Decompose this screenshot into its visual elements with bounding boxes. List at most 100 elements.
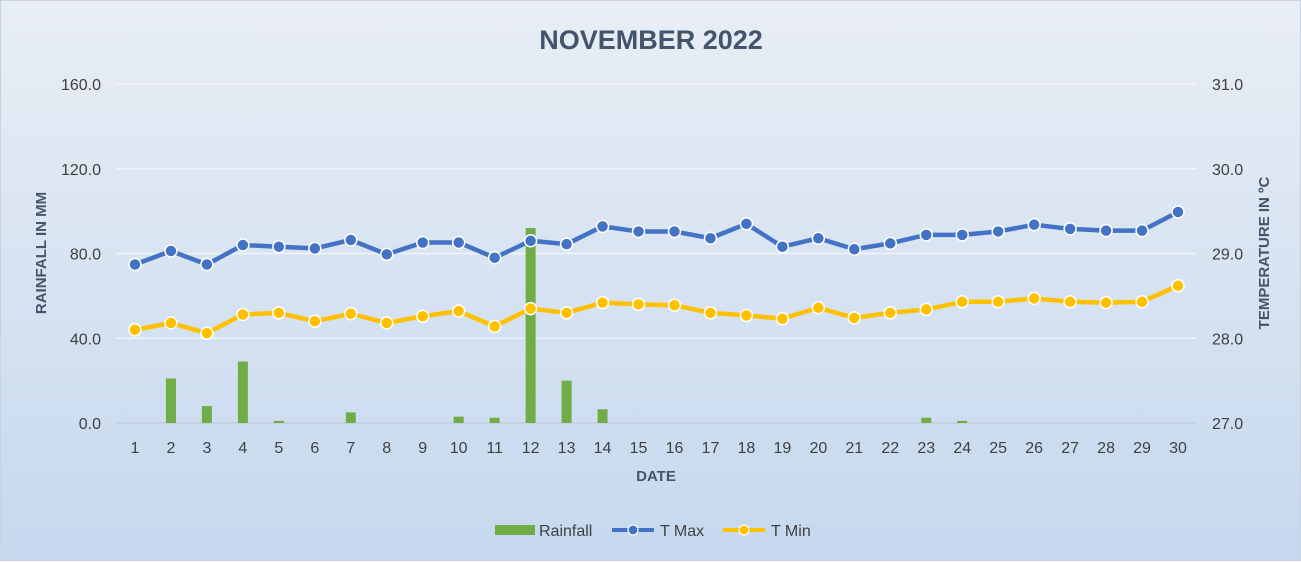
rainfall-bar: [237, 361, 248, 423]
series-point: [883, 306, 898, 320]
series-point: [1099, 295, 1113, 310]
series-point: [1027, 217, 1041, 232]
x-tick-label: 22: [881, 440, 899, 457]
x-tick-label: 18: [738, 440, 756, 457]
rainfall-bar: [273, 420, 284, 423]
series-point: [667, 224, 682, 239]
series-point: [380, 247, 394, 262]
series-point: [487, 250, 502, 265]
series-point: [631, 297, 646, 312]
series-line: [132, 283, 1181, 336]
series-point: [1171, 278, 1185, 293]
y2-tick-label: 27.0: [1212, 416, 1243, 433]
x-tick-label: 4: [238, 440, 247, 457]
series-point: [703, 231, 718, 245]
y2-tick-label: 29.0: [1212, 247, 1243, 264]
series-point: [847, 242, 862, 257]
x-tick-label: 28: [1097, 440, 1115, 457]
series-point: [991, 224, 1005, 239]
x-tick-label: 27: [1061, 440, 1079, 457]
series-point: [344, 306, 358, 321]
series-point: [1063, 222, 1077, 236]
series-point: [200, 326, 214, 340]
x-tick-label: 10: [450, 440, 468, 457]
rainfall-bars: [165, 228, 968, 423]
right-axis-ticks: 27.0 28.0 29.0 30.0 31.0: [1212, 77, 1243, 433]
series-point: [991, 295, 1005, 309]
rainfall-bar: [453, 416, 464, 423]
y2-tick-label: 31.0: [1212, 77, 1243, 94]
legend-label: T Max: [660, 523, 704, 540]
rainfall-bar: [489, 417, 500, 423]
series-point: [955, 295, 969, 309]
series-point: [811, 300, 826, 315]
series-point: [1135, 295, 1149, 309]
x-tick-label: 19: [773, 440, 791, 457]
x-tick-label: 16: [666, 440, 684, 457]
x-tick-label: 21: [845, 440, 863, 457]
series-point: [1063, 295, 1077, 309]
series-point: [739, 308, 754, 323]
x-tick-label: 25: [989, 440, 1007, 457]
rainfall-bar: [345, 412, 356, 423]
x-axis-title: DATE: [636, 468, 676, 485]
x-tick-label: 26: [1025, 440, 1043, 457]
series-point: [164, 316, 178, 330]
series-point: [919, 302, 933, 317]
legend: Rainfall T Max T Min: [495, 523, 811, 540]
x-tick-label: 20: [809, 440, 827, 457]
series-point: [164, 244, 178, 258]
x-tick-label: 2: [166, 440, 175, 457]
x-tick-label: 1: [131, 440, 140, 457]
series-point: [1099, 223, 1113, 238]
gridlines: [117, 83, 1196, 424]
x-tick-label: 8: [382, 440, 391, 457]
chart-title: NOVEMBER 2022: [539, 25, 763, 55]
x-tick-label: 29: [1133, 440, 1151, 457]
rainfall-bar: [921, 417, 932, 423]
x-axis-ticks: 1 2 3 4 5 6 7 8 9 10 11 12 13 14 15 16 17 18 19 20 21 22 23 24 2…: [131, 440, 1187, 457]
series-point: [380, 316, 394, 330]
series-point: [308, 241, 322, 256]
series-point: [487, 319, 502, 334]
y2-tick-label: 30.0: [1212, 162, 1243, 179]
rainfall-bar: [201, 406, 212, 423]
y2-axis-title: TEMPERATURE IN ºC: [1256, 176, 1273, 329]
series-point: [128, 257, 142, 272]
rainfall-bar: [165, 378, 176, 423]
series-line: [132, 209, 1181, 267]
series-point: [595, 219, 610, 234]
series-point: [703, 306, 718, 320]
x-tick-label: 23: [917, 440, 935, 457]
legend-swatch: [495, 525, 535, 535]
series-point: [811, 231, 826, 245]
series-point: [1171, 205, 1185, 219]
x-tick-label: 14: [594, 440, 612, 457]
series-point: [308, 314, 322, 329]
legend-marker: [627, 524, 639, 536]
y-tick-label: 40.0: [70, 331, 101, 348]
series-point: [272, 239, 286, 254]
series-point: [955, 228, 969, 242]
series-point: [1027, 291, 1041, 306]
series-point: [200, 257, 214, 272]
series-point: [739, 217, 754, 231]
x-tick-label: 6: [310, 440, 319, 457]
series-point: [236, 307, 250, 322]
series-point: [775, 312, 790, 326]
y-axis-title: RAINFALL IN MM: [33, 192, 50, 314]
series-point: [128, 323, 142, 337]
series-point: [415, 235, 430, 250]
x-tick-label: 13: [558, 440, 576, 457]
legend-marker: [738, 524, 750, 536]
series-point: [415, 309, 430, 323]
series-point: [631, 224, 646, 239]
rainfall-bar: [957, 420, 968, 423]
y-tick-label: 80.0: [70, 247, 101, 264]
x-tick-label: 30: [1169, 440, 1187, 457]
series-point: [451, 304, 466, 318]
series-point: [847, 311, 862, 325]
series-point: [559, 306, 574, 320]
